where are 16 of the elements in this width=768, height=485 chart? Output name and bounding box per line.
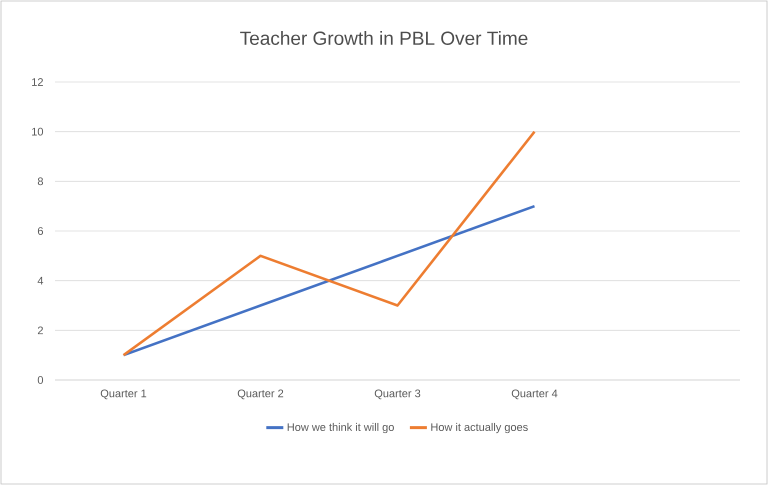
x-tick-label: Quarter 4 <box>512 390 558 400</box>
legend-label: How we think it will go <box>288 422 394 434</box>
y-tick-label: 0 <box>38 376 44 384</box>
y-tick-label: 6 <box>38 227 44 235</box>
y-tick-label: 8 <box>38 177 44 186</box>
y-tick-label: 2 <box>38 326 43 334</box>
y-tick-label: 12 <box>32 78 43 86</box>
line-series <box>122 204 536 356</box>
y-tick-label: 10 <box>32 128 44 136</box>
legend-label: How it actually goes <box>431 422 528 434</box>
x-tick-label: Quarter 2 <box>238 390 284 400</box>
chart-title: Teacher Growth in PBL Over Time <box>240 31 528 45</box>
line-series <box>122 130 536 356</box>
y-tick-label: 4 <box>38 276 44 284</box>
x-tick-label: Quarter 1 <box>100 390 146 400</box>
x-tick-label: Quarter 3 <box>374 390 420 400</box>
